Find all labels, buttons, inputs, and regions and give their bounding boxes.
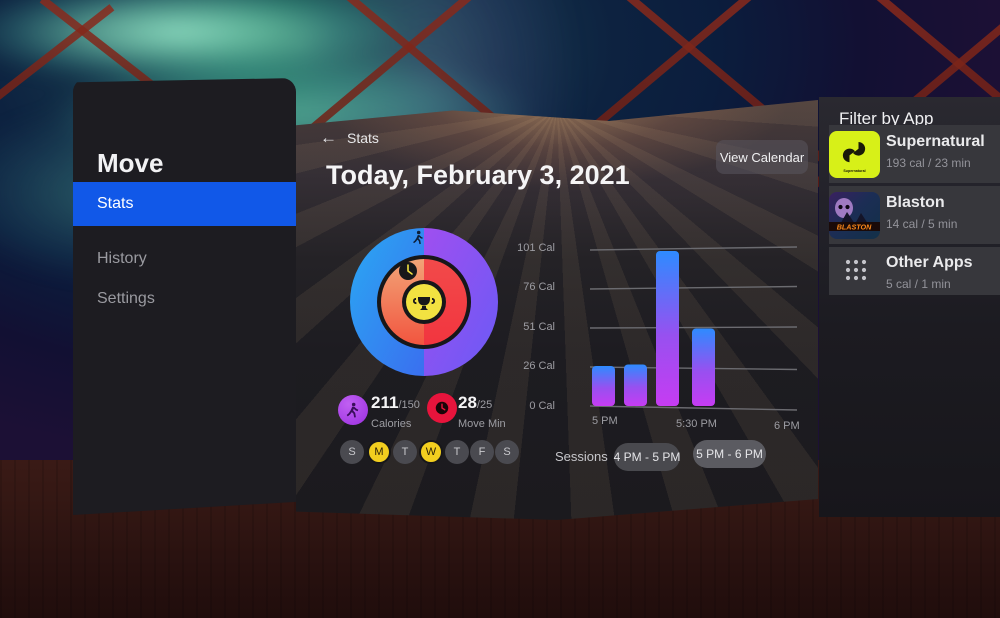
svg-text:BLASTON: BLASTON xyxy=(837,222,872,231)
svg-text:Supernatural: Supernatural xyxy=(843,169,865,173)
